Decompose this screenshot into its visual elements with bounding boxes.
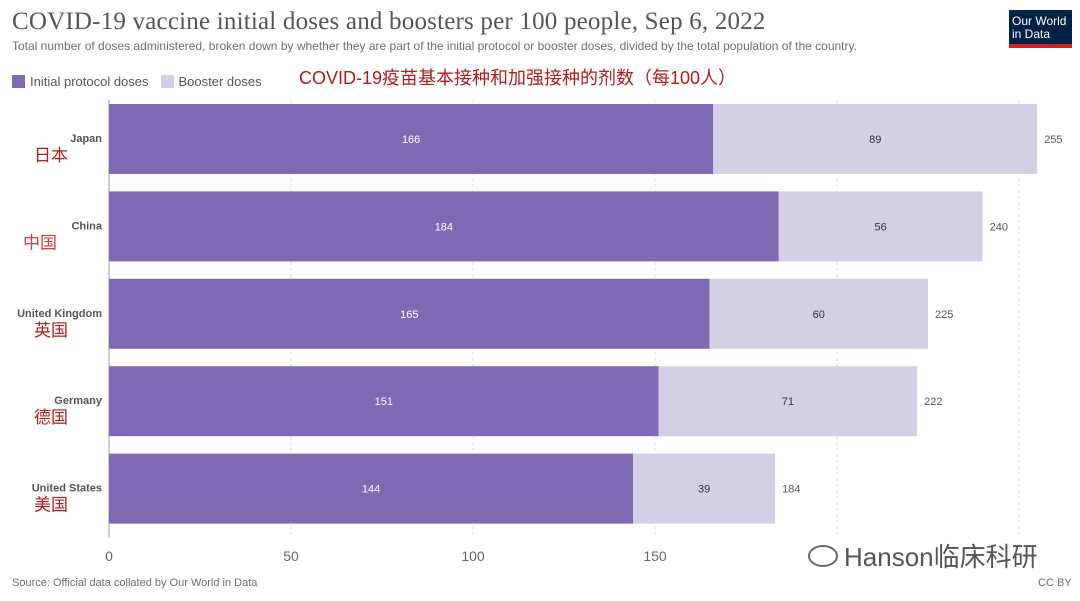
data-label-total: 225 [935, 309, 953, 321]
data-label-total: 222 [924, 396, 942, 408]
data-label-booster: 39 [698, 484, 710, 496]
category-label-cn: 德国 [34, 408, 68, 428]
wechat-icon [808, 544, 838, 567]
legend-item-booster[interactable]: Booster doses [160, 73, 262, 89]
owid-logo[interactable]: Our World in Data [1009, 10, 1072, 48]
bar-initial [109, 278, 710, 349]
bar-booster [713, 104, 1038, 174]
legend-swatch-initial [12, 74, 25, 88]
data-label-initial: 144 [362, 484, 380, 496]
source-note: Source: Official data collated by Our Wo… [12, 577, 258, 589]
legend-item-initial[interactable]: Initial protocol doses [12, 74, 149, 89]
data-label-booster: 60 [813, 309, 825, 321]
watermark-text: Hanson临床科研 [844, 542, 1038, 572]
data-label-booster: 89 [869, 134, 881, 146]
category-label-cn: 美国 [34, 496, 68, 516]
chart-title: COVID-19 vaccine initial doses and boost… [12, 8, 766, 35]
license-link[interactable]: CC BY [1038, 577, 1072, 589]
bar-initial [109, 191, 779, 262]
x-tick-label: 50 [283, 548, 299, 564]
bar-booster [633, 453, 776, 524]
category-label-cn: 日本 [34, 146, 68, 166]
bar-booster [778, 191, 983, 262]
chart-subtitle: Total number of doses administered, brok… [12, 39, 857, 53]
category-label: Germany [54, 395, 103, 407]
legend-swatch-booster [160, 74, 174, 88]
data-label-initial: 166 [402, 134, 420, 146]
data-label-initial: 184 [435, 221, 453, 233]
category-label-cn: 中国 [23, 233, 57, 253]
category-label-cn: 英国 [34, 321, 68, 341]
bar-initial [109, 366, 659, 437]
data-label-initial: 151 [375, 396, 393, 408]
logo-line-1: Our World [1012, 14, 1067, 28]
x-tick-label: 150 [643, 548, 667, 564]
legend-label-booster: Booster doses [178, 73, 262, 89]
data-label-booster: 56 [875, 221, 887, 233]
data-label-total: 240 [990, 221, 1008, 233]
data-label-total: 184 [782, 484, 800, 496]
bar-booster [709, 278, 928, 349]
bar-initial [109, 453, 634, 524]
bar-booster [658, 366, 918, 437]
data-label-initial: 165 [400, 309, 418, 321]
watermark: Hanson临床科研 [808, 537, 1038, 574]
x-tick-label: 0 [105, 548, 113, 564]
category-label: United States [32, 483, 102, 495]
category-label: Japan [70, 133, 102, 145]
bar-initial [109, 104, 714, 174]
chart-legend: Initial protocol doses Booster doses [12, 72, 274, 90]
data-label-total: 255 [1044, 134, 1062, 146]
data-label-booster: 71 [782, 396, 794, 408]
legend-label-initial: Initial protocol doses [30, 73, 149, 89]
category-label: China [71, 220, 102, 232]
logo-line-2: in Data [1012, 27, 1051, 41]
x-tick-label: 100 [461, 548, 485, 564]
chinese-title-annotation: COVID-19疫苗基本接种和加强接种的剂数（每100人） [299, 68, 737, 88]
category-label: United Kingdom [17, 308, 102, 320]
